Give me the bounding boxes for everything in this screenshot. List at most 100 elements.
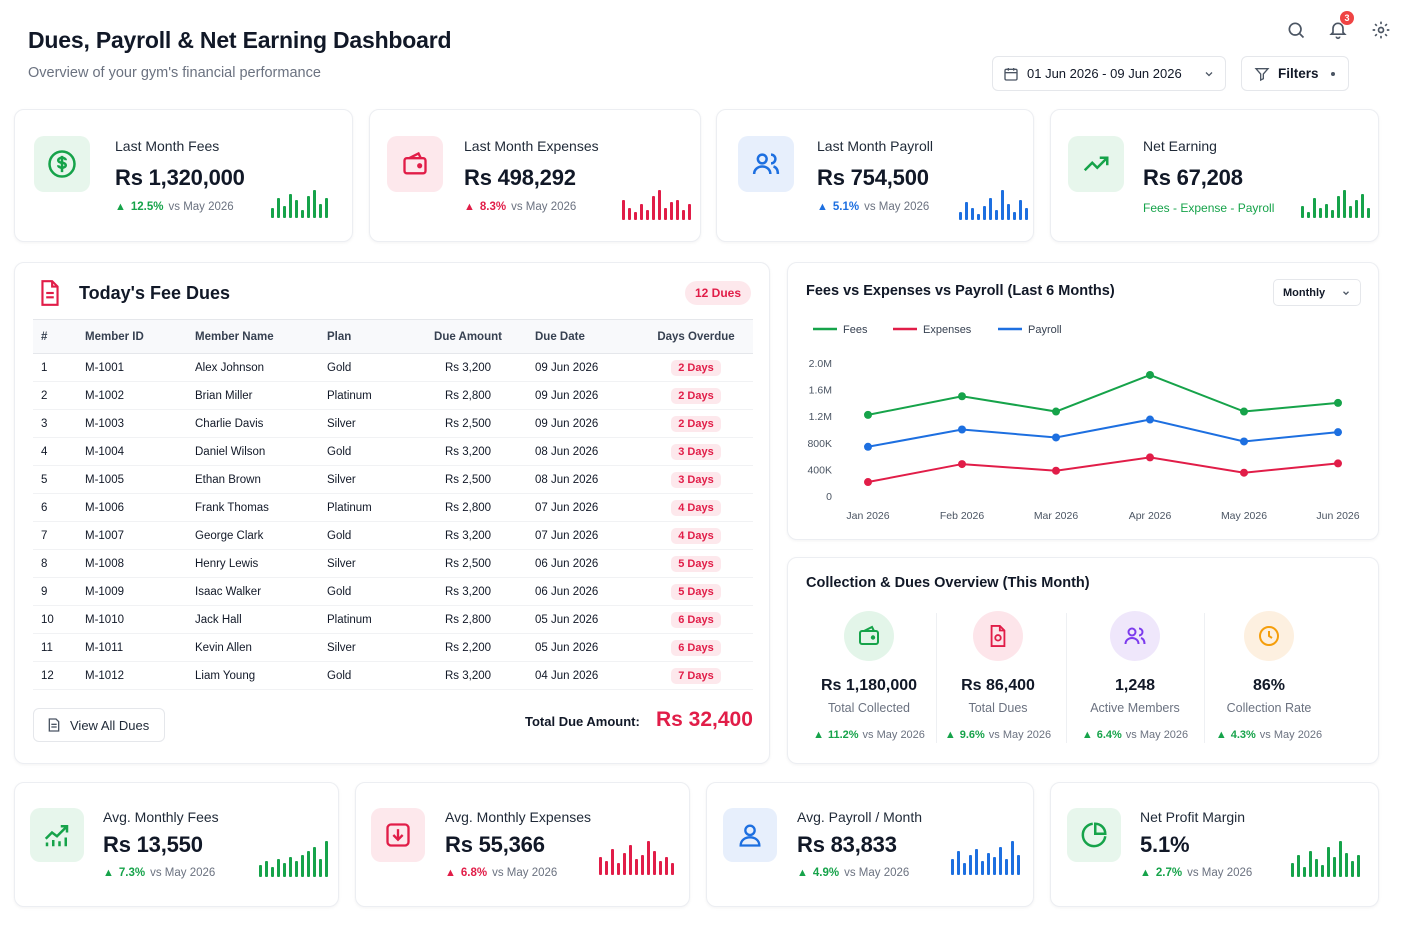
date-range-picker[interactable]: 01 Jun 2026 - 09 Jun 2026 <box>992 56 1226 91</box>
table-row[interactable]: 8 M-1008 Henry Lewis Silver Rs 2,500 06 Jun 2… <box>33 549 753 578</box>
table-row[interactable]: 3 M-1003 Charlie Davis Silver Rs 2,500 09 Jun… <box>33 409 753 438</box>
data-point <box>1052 433 1060 442</box>
spark-bar <box>965 202 968 220</box>
spark-bar <box>289 194 292 218</box>
period-select[interactable]: Monthly <box>1273 279 1361 306</box>
spark-bar <box>1005 859 1008 875</box>
overdue-badge: 5 Days <box>671 583 721 600</box>
data-point <box>864 410 872 419</box>
kpi-trend: ▲ 8.3% vs May 2026 <box>464 201 576 213</box>
bell-icon[interactable]: 3 <box>1326 11 1354 42</box>
spark-bar <box>628 208 631 220</box>
table-row[interactable]: 2 M-1002 Brian Miller Platinum Rs 2,800 09 Ju… <box>33 381 753 410</box>
kpi-trend-vs: vs May 2026 <box>864 201 930 213</box>
table-row[interactable]: 9 M-1009 Isaac Walker Gold Rs 3,200 06 Jun 20… <box>33 577 753 606</box>
kpi-trend-pct: 12.5% <box>130 201 164 213</box>
table-row[interactable]: 11 M-1011 Kevin Allen Silver Rs 2,200 05 Jun … <box>33 633 753 662</box>
kpi-trend-pct: 6.8% <box>460 867 488 879</box>
table-cell: 06 Jun 2026 <box>527 549 639 578</box>
spark-bar <box>1017 855 1020 875</box>
spark-bar <box>1339 841 1342 877</box>
trending-up-icon <box>1068 136 1124 192</box>
spark-bar <box>307 196 310 218</box>
table-row[interactable]: 6 M-1006 Frank Thomas Platinum Rs 2,800 07 Ju… <box>33 493 753 522</box>
series-line-fees <box>867 373 1339 416</box>
arrow-up-icon: ▲ <box>944 729 956 741</box>
spark-bar <box>313 847 316 877</box>
table-cell: 08 Jun 2026 <box>527 465 639 494</box>
kpi-value: 5.1% <box>1140 832 1190 857</box>
data-point <box>1240 407 1248 416</box>
users-icon <box>738 136 794 192</box>
column-header[interactable]: # <box>33 319 77 354</box>
kpi-label: Avg. Payroll / Month <box>797 809 923 825</box>
gear-icon[interactable] <box>1369 18 1393 42</box>
table-cell: Silver <box>319 549 409 578</box>
table-cell: 2 <box>33 381 77 410</box>
spark-bar <box>1001 190 1004 220</box>
table-cell: Liam Young <box>187 661 319 690</box>
kpi-trend-vs: vs May 2026 <box>168 201 234 213</box>
column-header[interactable]: Plan <box>319 319 409 354</box>
data-point <box>864 478 872 487</box>
spark-bar <box>1019 200 1022 220</box>
filters-button[interactable]: Filters <box>1241 56 1349 91</box>
days-overdue-cell: 3 Days <box>639 465 753 494</box>
collection-value: Rs 1,180,000 <box>820 677 918 694</box>
divider <box>936 613 937 743</box>
search-icon[interactable] <box>1284 18 1308 42</box>
column-header[interactable]: Member ID <box>77 319 187 354</box>
document-icon <box>973 611 1023 661</box>
spark-bar <box>981 861 984 875</box>
spark-bar <box>959 212 962 220</box>
table-row[interactable]: 1 M-1001 Alex Johnson Gold Rs 3,200 09 Jun 20… <box>33 353 753 382</box>
table-row[interactable]: 10 M-1010 Jack Hall Platinum Rs 2,800 05 Jun … <box>33 605 753 634</box>
spark-bar <box>1297 855 1300 877</box>
filters-label: Filters <box>1278 66 1319 81</box>
spark-bar <box>283 206 286 218</box>
spark-bar <box>989 198 992 220</box>
spark-bar <box>1327 847 1330 877</box>
total-due-label: Total Due Amount: <box>525 714 640 729</box>
series-line-payroll <box>867 418 1339 448</box>
table-row[interactable]: 7 M-1007 George Clark Gold Rs 3,200 07 Jun 20… <box>33 521 753 550</box>
collection-item-active-members: 1,248 Active Members ▲ 6.4% vs May 2026 <box>1070 608 1200 748</box>
table-cell: Jack Hall <box>187 605 319 634</box>
x-tick-label: Apr 2026 <box>1129 510 1172 522</box>
collection-item-total-collected: Rs 1,180,000 Total Collected ▲ 11.2% vs Ma… <box>804 608 934 748</box>
spark-bar <box>1333 857 1336 877</box>
data-point <box>1146 370 1154 379</box>
column-header[interactable]: Days Overdue <box>639 319 753 354</box>
column-header[interactable]: Due Amount <box>409 319 527 354</box>
kpi-label: Avg. Monthly Fees <box>103 809 219 825</box>
x-tick-label: Jan 2026 <box>846 510 889 522</box>
spark-bar <box>969 855 972 875</box>
data-point <box>1052 466 1060 475</box>
spark-bar <box>1349 206 1352 218</box>
table-row[interactable]: 4 M-1004 Daniel Wilson Gold Rs 3,200 08 Jun 2… <box>33 437 753 466</box>
collection-label: Total Collected <box>828 701 910 715</box>
table-row[interactable]: 5 M-1005 Ethan Brown Silver Rs 2,500 08 Jun 2… <box>33 465 753 494</box>
data-point <box>958 425 966 434</box>
table-cell: 3 <box>33 409 77 438</box>
table-cell: Silver <box>319 633 409 662</box>
spark-bar <box>999 847 1002 875</box>
spark-bar <box>664 208 667 220</box>
collection-item-collection-rate: 86% Collection Rate ▲ 4.3% vs May 2026 <box>1204 608 1334 748</box>
table-row[interactable]: 12 M-1012 Liam Young Gold Rs 3,200 04 Jun 202… <box>33 661 753 690</box>
list-icon <box>48 718 60 732</box>
y-tick-label: 1.2M <box>809 411 832 423</box>
kpi-card-avg-expenses: Avg. Monthly Expenses Rs 55,366 ▲ 6.8% v… <box>355 782 690 907</box>
table-cell: 8 <box>33 549 77 578</box>
chart-up-icon <box>30 808 84 862</box>
fee-dues-card: Today's Fee Dues 12 Dues # Member ID Mem… <box>14 262 770 764</box>
spark-bar <box>646 210 649 220</box>
column-header[interactable]: Due Date <box>527 319 639 354</box>
table-cell: Ethan Brown <box>187 465 319 494</box>
table-cell: Silver <box>319 409 409 438</box>
view-all-dues-button[interactable]: View All Dues <box>33 708 165 742</box>
column-header[interactable]: Member Name <box>187 319 319 354</box>
data-point <box>1334 459 1342 468</box>
page-title: Dues, Payroll & Net Earning Dashboard <box>28 27 452 53</box>
spark-bar <box>605 861 608 875</box>
